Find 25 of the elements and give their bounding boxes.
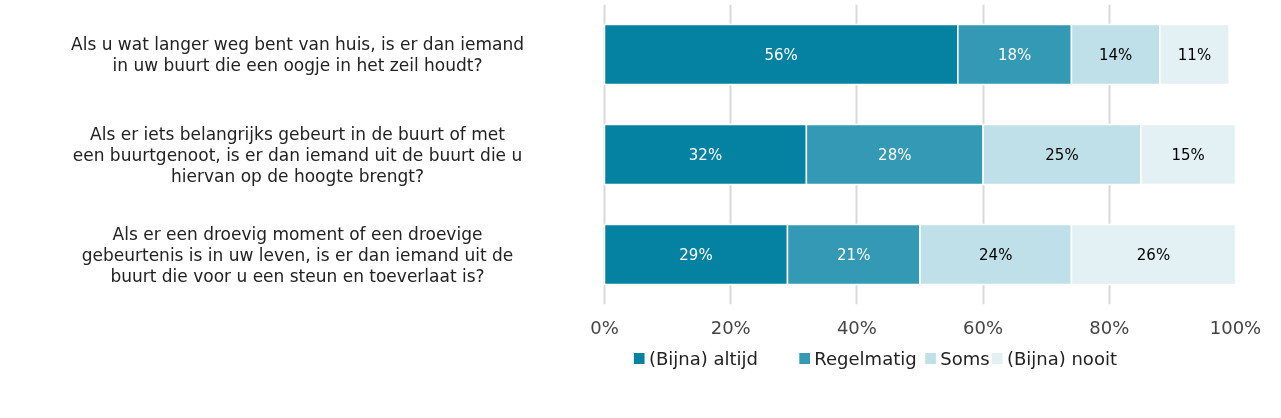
data-label: 56% xyxy=(764,45,798,64)
data-label: 25% xyxy=(1045,145,1079,164)
legend-label: (Bijna) altijd xyxy=(648,348,758,369)
x-tick-label: 0% xyxy=(590,316,619,338)
data-label: 26% xyxy=(1136,245,1171,264)
legend-label: Soms xyxy=(940,348,990,369)
x-tick-label: 40% xyxy=(836,316,877,338)
data-label: 24% xyxy=(979,245,1013,264)
data-label: 15% xyxy=(1171,145,1205,164)
y-tick-label: Als u wat langer weg bent van huis, is er dan iemand in uw buurt die een oogje in het zeil houdt? xyxy=(71,34,524,75)
legend-label: Regelmatig xyxy=(814,348,917,369)
x-tick-label: 80% xyxy=(1089,316,1130,338)
legend-label: (Bijna) nooit xyxy=(1006,348,1117,369)
x-tick-label: 20% xyxy=(710,316,751,338)
data-label: 32% xyxy=(688,145,723,164)
data-label: 11% xyxy=(1177,45,1212,64)
data-label: 29% xyxy=(679,245,713,264)
y-tick-label: Als er iets belangrijks gebeurt in de buurt of met een buurtgenoot, is er dan iemand uit de buurt die u hiervan op de hoogte brengt? xyxy=(72,123,523,186)
data-label: 21% xyxy=(837,245,871,264)
x-tick-label: 60% xyxy=(963,316,1004,338)
data-label: 14% xyxy=(1098,45,1133,64)
data-label: 28% xyxy=(878,145,912,164)
x-tick-label: 100% xyxy=(1209,316,1262,338)
y-tick-label: Als er een droevig moment of een droevige gebeurtenis is in uw leven, is er dan iemand uit de buurt die voor u een steun en toeverlaat is? xyxy=(81,223,514,286)
data-label: 18% xyxy=(997,45,1032,64)
